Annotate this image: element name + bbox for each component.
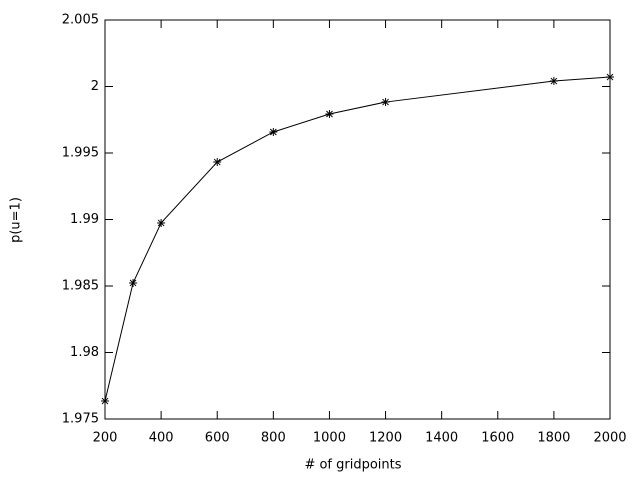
point-marker: [269, 127, 278, 136]
y-tick-label: 1.99: [70, 212, 99, 227]
x-tick-label: 800: [261, 431, 286, 446]
x-tick-label: 200: [93, 431, 118, 446]
x-tick-label: 1400: [425, 431, 458, 446]
x-tick-label: 1200: [369, 431, 402, 446]
x-tick-label: 2000: [593, 431, 626, 446]
y-tick-label: 2.005: [62, 13, 99, 28]
x-axis-label: # of gridpoints: [304, 458, 401, 473]
line: [104, 76, 611, 402]
y-tick-label: 1.975: [62, 412, 99, 427]
x-tick-label: 1800: [537, 431, 570, 446]
x-tick-label: 1600: [481, 431, 514, 446]
point-marker: [129, 278, 138, 287]
point-marker: [101, 397, 109, 406]
x-tick-label: 400: [149, 431, 174, 446]
point-marker: [606, 73, 614, 82]
point-marker: [157, 218, 166, 227]
y-axis-label: p(u=1): [9, 197, 24, 243]
y-tick-label: 1.995: [62, 146, 99, 161]
point-marker: [325, 110, 334, 119]
point-marker: [381, 98, 390, 107]
y-tick-label: 2: [91, 79, 99, 94]
plot-border: [104, 19, 611, 420]
y-tick-label: 1.985: [62, 279, 99, 294]
point-marker: [549, 77, 558, 86]
y-tick-label: 1.98: [70, 345, 99, 360]
x-tick-label: 600: [205, 431, 230, 446]
point-marker: [213, 158, 222, 167]
x-tick-label: 1000: [313, 431, 346, 446]
